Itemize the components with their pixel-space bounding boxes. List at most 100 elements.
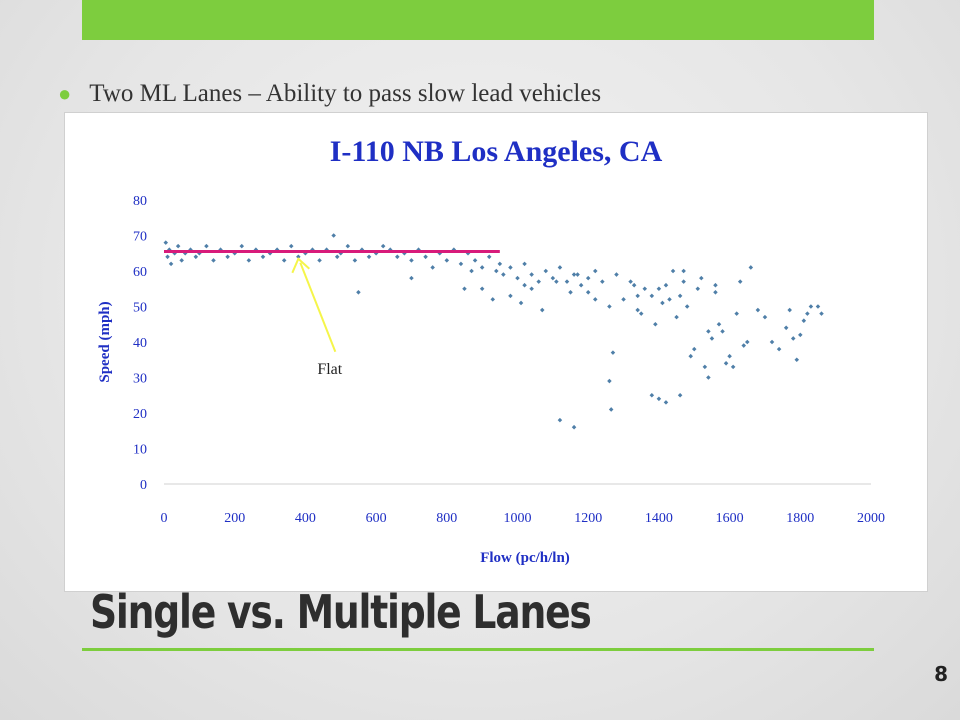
data-point: [529, 272, 534, 277]
bullet-text: Two ML Lanes – Ability to pass slow lead…: [89, 80, 602, 107]
data-point: [653, 321, 658, 327]
y-tick-label: 80: [133, 194, 147, 209]
data-point: [635, 293, 640, 299]
data-point: [709, 336, 715, 341]
annotation-label: Flat: [317, 361, 342, 378]
y-tick-label: 20: [133, 407, 147, 422]
data-point: [720, 329, 725, 334]
data-point: [345, 243, 351, 249]
annotation-arrow-shaft: [299, 262, 337, 353]
data-point: [755, 307, 761, 313]
data-point: [334, 254, 340, 260]
data-point: [423, 254, 428, 260]
data-point: [331, 233, 336, 238]
data-point: [462, 286, 467, 292]
data-point: [296, 254, 301, 260]
data-point: [409, 258, 414, 263]
data-point: [783, 325, 789, 331]
data-point: [557, 417, 563, 423]
data-point: [642, 286, 648, 292]
data-point: [723, 361, 729, 366]
data-point: [288, 243, 294, 249]
data-point: [571, 272, 577, 277]
data-point: [798, 332, 803, 338]
data-point: [815, 304, 821, 309]
data-point: [260, 254, 266, 260]
data-point: [660, 300, 665, 306]
data-point: [409, 275, 414, 281]
x-tick-label: 0: [161, 511, 168, 526]
data-point: [702, 364, 708, 370]
x-tick-label: 1000: [504, 511, 532, 526]
data-point: [543, 268, 549, 274]
data-point: [681, 268, 686, 274]
data-point: [179, 258, 184, 263]
x-tick-label: 1400: [645, 511, 673, 526]
x-tick-label: 1200: [574, 511, 602, 526]
data-point: [163, 240, 169, 245]
data-point: [699, 275, 704, 281]
data-point: [649, 293, 655, 299]
y-tick-label: 40: [133, 336, 147, 351]
data-point: [593, 297, 598, 302]
y-tick-label: 30: [133, 372, 147, 387]
data-point: [805, 311, 810, 316]
data-point: [631, 282, 637, 288]
data-point: [762, 314, 768, 320]
data-point: [790, 336, 796, 341]
x-tick-label: 600: [366, 511, 387, 526]
title-underline: [82, 648, 874, 651]
data-point: [691, 346, 697, 352]
data-point: [246, 258, 252, 263]
data-point: [727, 353, 732, 359]
data-point: [469, 268, 474, 274]
data-point: [621, 297, 626, 302]
top-accent-bar: [82, 0, 874, 40]
data-point: [539, 307, 545, 313]
data-point: [649, 392, 655, 398]
data-point: [748, 265, 754, 270]
y-tick-label: 0: [140, 478, 147, 493]
data-point: [656, 396, 662, 402]
data-point: [737, 279, 743, 284]
data-point: [706, 375, 711, 380]
data-point: [794, 357, 800, 363]
page-number: 8: [934, 662, 948, 686]
x-tick-label: 400: [295, 511, 316, 526]
data-point: [667, 297, 672, 302]
data-point: [554, 279, 559, 284]
data-point: [430, 265, 435, 270]
data-point: [515, 275, 520, 281]
data-point: [239, 243, 245, 249]
data-point: [776, 346, 782, 352]
data-point: [193, 254, 199, 260]
y-tick-label: 50: [133, 301, 147, 316]
data-point: [564, 279, 570, 284]
data-point: [204, 243, 209, 249]
x-axis-label: Flow (pc/h/ln): [480, 550, 570, 566]
data-point: [479, 265, 485, 270]
annotation-arrow-head: [291, 257, 311, 274]
data-point: [713, 282, 718, 288]
data-point: [681, 279, 686, 284]
data-point: [380, 243, 386, 249]
data-point: [395, 254, 400, 260]
data-point: [607, 304, 612, 309]
x-tick-label: 200: [224, 511, 245, 526]
data-point: [585, 290, 591, 295]
data-point: [745, 339, 750, 345]
data-point: [490, 297, 496, 302]
data-point: [684, 304, 690, 309]
y-tick-label: 10: [133, 443, 147, 458]
data-point: [585, 275, 591, 281]
y-axis-label: Speed (mph): [97, 301, 113, 382]
data-point: [677, 293, 683, 299]
data-point: [317, 258, 322, 263]
data-point: [497, 261, 503, 267]
data-point: [695, 286, 701, 292]
scatter-chart: I-110 NB Los Angeles, CA 0 10 20 30 40 50 60 70 8…: [97, 135, 885, 566]
data-point: [734, 311, 739, 316]
data-point: [352, 258, 358, 263]
data-point: [600, 279, 605, 284]
data-point: [557, 265, 563, 270]
